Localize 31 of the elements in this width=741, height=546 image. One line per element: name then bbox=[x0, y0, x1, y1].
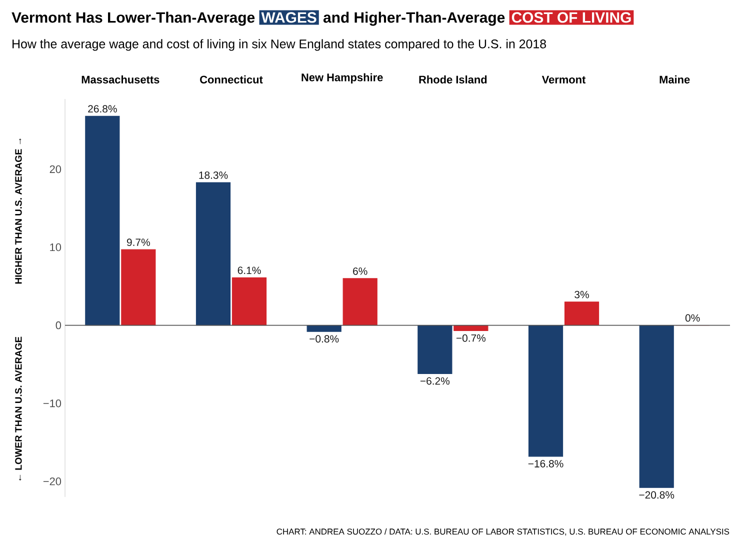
chart-subtitle: How the average wage and cost of living in six New England states compared to the U.S. in 2018 bbox=[12, 39, 546, 51]
text: COST OF LIVING bbox=[512, 12, 631, 23]
data-label: 26.8% bbox=[88, 105, 117, 113]
x-tick-label: Massachusetts bbox=[82, 75, 160, 84]
y-tick-label: −10 bbox=[43, 399, 62, 408]
x-tick-label: Maine bbox=[660, 75, 690, 84]
chart-title: Vermont Has Lower-Than-Average bbox=[12, 12, 255, 26]
y-tick-label: −20 bbox=[43, 478, 62, 486]
y-tick-label: 10 bbox=[50, 243, 62, 252]
x-tick-label: Vermont bbox=[542, 76, 586, 84]
data-label: 6% bbox=[353, 267, 368, 275]
text: and Higher-Than-Average bbox=[323, 12, 505, 26]
data-label: 18.3% bbox=[199, 171, 228, 179]
x-tick-label: Rhode Island bbox=[419, 75, 487, 84]
data-label: −0.8% bbox=[310, 335, 339, 343]
x-tick-label: New Hampshire bbox=[302, 73, 383, 84]
y-tick-label: 0 bbox=[56, 321, 62, 330]
data-label: 0% bbox=[685, 314, 700, 322]
y-axis-title: HIGHER THAN U.S. AVERAGE → bbox=[15, 138, 22, 284]
data-label: −0.7% bbox=[456, 334, 486, 342]
data-label: −20.8% bbox=[639, 491, 674, 499]
text: CHART: ANDREA SUOZZO / DATA: U.S. BUREAU OF LABOR STATISTICS, U.S. BUREAU OF ECONOMIC ANALYSIS bbox=[276, 528, 730, 536]
text: WAGES bbox=[261, 12, 316, 23]
text: ← LOWER THAN U.S. AVERAGE bbox=[15, 336, 22, 480]
data-label: 3% bbox=[574, 290, 589, 298]
data-label: 6.1% bbox=[238, 266, 261, 274]
data-label: −16.8% bbox=[528, 460, 564, 468]
data-label: 9.7% bbox=[126, 238, 150, 246]
x-tick-label: Connecticut bbox=[200, 75, 263, 84]
data-label: −6.2% bbox=[420, 377, 450, 385]
y-tick-label: 20 bbox=[50, 165, 62, 174]
